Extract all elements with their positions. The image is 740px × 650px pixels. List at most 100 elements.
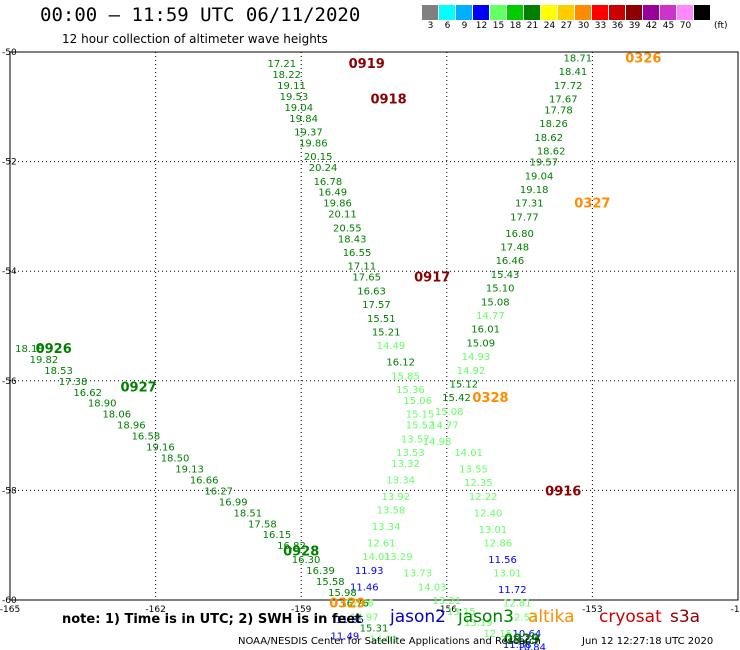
swh-value-label: 18.62	[537, 147, 566, 158]
swh-value-label: 17.11	[348, 262, 377, 273]
swh-value-label: 12.81	[503, 599, 532, 610]
legend-label: 3	[427, 21, 434, 31]
swh-value-label: 19.86	[323, 199, 352, 210]
y-tick-label: -50	[2, 48, 17, 58]
swh-value-label: 14.92	[457, 366, 486, 377]
legend-label: 15	[492, 21, 505, 31]
mission-label: jason3	[458, 607, 514, 627]
swh-value-label: 16.66	[190, 475, 219, 486]
legend-swatch	[575, 5, 592, 20]
swh-value-label: 11.49	[331, 632, 360, 643]
y-tick-label: -58	[2, 486, 17, 496]
swh-value-label: 18.43	[338, 234, 367, 245]
x-tick-label: -15	[731, 605, 740, 615]
swh-value-label: 11.93	[355, 566, 384, 577]
swh-value-label: 13.01	[493, 569, 522, 580]
swh-value-label: 14.01	[362, 552, 391, 563]
x-tick-label: -162	[145, 605, 165, 615]
swh-value-label: 13.34	[386, 475, 415, 486]
swh-value-label: 13.92	[382, 492, 411, 503]
swh-value-label: 14.77	[476, 311, 505, 322]
track-time-label: 0927	[121, 380, 157, 395]
x-tick-label: -156	[437, 605, 458, 615]
swh-value-label: 13.19	[464, 618, 493, 629]
swh-value-label: 18.18	[15, 344, 44, 355]
color-legend: 3 6 9 12 15 18 21 24 27 30 33 36 39 42 45 70	[422, 5, 711, 34]
swh-value-label: 16.39	[306, 566, 335, 577]
footer-credit: NOAA/NESDIS Center for Satellite Applica…	[238, 636, 541, 647]
x-tick-label: -159	[291, 605, 312, 615]
swh-value-label: 13.15	[447, 607, 476, 618]
swh-value-label: 16.58	[132, 432, 161, 443]
swh-value-label: 19.13	[175, 464, 204, 475]
legend-label: 27	[560, 21, 573, 31]
mission-label: jason2	[390, 607, 446, 627]
swh-value-label: 15.43	[491, 270, 520, 281]
swh-value-label: 16.55	[343, 248, 372, 259]
note-text: note: 1) Time is in UTC; 2) SWH is in fe…	[62, 612, 362, 627]
swh-value-label: 17.67	[549, 95, 578, 106]
y-tick-label: -56	[2, 377, 17, 387]
swh-value-label: 17.58	[248, 519, 277, 530]
legend-label: 12	[475, 21, 488, 31]
swh-value-label: 16.76	[340, 599, 369, 610]
swh-value-label: 19.04	[284, 103, 313, 114]
swh-value-label: 15.36	[396, 385, 425, 396]
swh-value-label: 14.49	[377, 341, 406, 352]
swh-value-label: 20.24	[309, 163, 338, 174]
legend-swatch	[609, 5, 626, 20]
swh-value-label: 10.84	[517, 643, 546, 650]
legend-swatch	[660, 5, 677, 20]
swh-value-label: 17.65	[352, 273, 381, 284]
legend-label: 30	[577, 21, 590, 31]
swh-value-label: 14.03	[418, 582, 447, 593]
legend-swatch	[507, 5, 524, 20]
swh-value-label: 13.55	[459, 464, 488, 475]
swh-value-label: 17.57	[362, 300, 391, 311]
swh-value-label: 11.85	[335, 615, 364, 626]
legend-label: 39	[628, 21, 641, 31]
swh-value-label: 19.04	[525, 171, 554, 182]
legend-label: 6	[444, 21, 451, 31]
swh-value-label: 12.40	[474, 508, 503, 519]
swh-value-label: 19.11	[277, 81, 306, 92]
legend-swatch	[694, 5, 711, 20]
legend-swatch	[422, 5, 439, 20]
mission-label: cryosat	[599, 607, 662, 627]
swh-value-label: 13.29	[384, 552, 413, 563]
legend-label: 21	[526, 21, 539, 31]
legend-label: 70	[679, 21, 692, 31]
swh-value-label: 12.86	[483, 538, 512, 549]
swh-value-label: 15.10	[486, 284, 515, 295]
swh-value-label: 18.06	[102, 410, 131, 421]
swh-value-label: 16.99	[219, 497, 248, 508]
track-time-label: 0919	[349, 57, 385, 72]
swh-value-label: 12.22	[469, 492, 498, 503]
swh-value-label: 12.61	[367, 538, 396, 549]
swh-value-label: 16.01	[471, 325, 500, 336]
track-time-label: 0329	[329, 597, 365, 612]
legend-label: 45	[662, 21, 675, 31]
swh-value-label: 15.12	[449, 380, 478, 391]
swh-value-label: 14.01	[369, 634, 398, 645]
swh-value-label: 16.27	[204, 486, 233, 497]
swh-value-label: 16.62	[73, 388, 102, 399]
track-time-label: 0917	[414, 271, 450, 286]
swh-value-label: 16.63	[357, 286, 386, 297]
mission-label: s3a	[670, 607, 701, 627]
swh-value-label: 18.90	[88, 399, 117, 410]
swh-value-label: 16.15	[263, 530, 292, 541]
track-time-label: 0929	[504, 632, 540, 647]
swh-value-label: 15.31	[360, 623, 389, 634]
mission-label: altika	[528, 607, 575, 627]
legend-swatch	[456, 5, 473, 20]
legend-swatches	[422, 5, 711, 20]
swh-value-label: 14.01	[454, 448, 483, 459]
swh-value-label: 19.53	[280, 92, 309, 103]
swh-value-label: 17.31	[515, 199, 544, 210]
swh-value-label: 13.73	[403, 569, 432, 580]
swh-value-label: 12.56	[345, 599, 374, 610]
x-tick-label: -153	[582, 605, 602, 615]
track-time-label: 0327	[574, 197, 610, 212]
swh-value-label: 15.15	[406, 410, 435, 421]
